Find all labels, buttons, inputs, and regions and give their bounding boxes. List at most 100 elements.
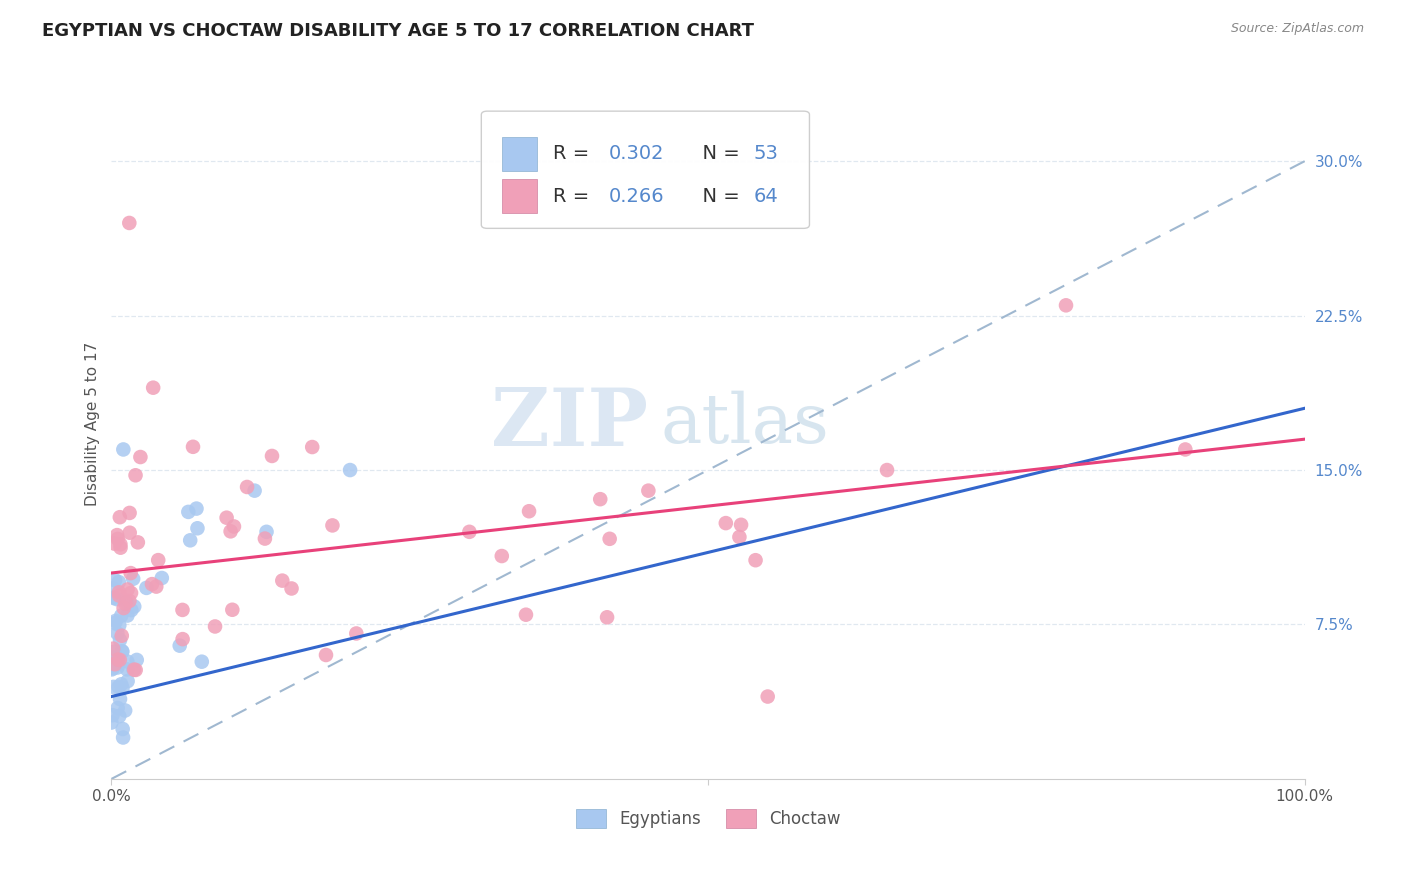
Point <box>103 536 125 550</box>
Point <box>108 585 131 599</box>
Point <box>321 518 343 533</box>
Point <box>124 468 146 483</box>
Point <box>103 645 125 659</box>
Point <box>105 626 128 640</box>
Point <box>122 663 145 677</box>
Text: ZIP: ZIP <box>491 384 648 463</box>
Point <box>145 580 167 594</box>
Point <box>112 601 135 615</box>
Point <box>107 652 129 666</box>
Point <box>110 677 132 691</box>
Point <box>730 517 752 532</box>
Point <box>1174 442 1197 457</box>
Point <box>135 581 157 595</box>
Point <box>110 541 132 555</box>
Point <box>260 449 283 463</box>
Point <box>127 535 149 549</box>
Point <box>458 524 481 539</box>
Point <box>186 521 208 535</box>
Point <box>107 680 129 694</box>
Text: R =: R = <box>553 145 595 163</box>
Point <box>215 510 238 524</box>
Point <box>150 571 173 585</box>
Point <box>204 619 226 633</box>
Point <box>117 674 139 689</box>
Point <box>108 633 131 648</box>
Text: R =: R = <box>553 187 595 206</box>
Point <box>118 216 141 230</box>
Point <box>118 525 141 540</box>
Point <box>120 603 142 617</box>
Point <box>114 703 136 717</box>
Point <box>142 381 165 395</box>
Point <box>756 690 779 704</box>
Point <box>108 575 131 590</box>
Point <box>103 641 125 656</box>
Point <box>104 614 127 628</box>
Point <box>108 692 131 706</box>
Point <box>596 610 619 624</box>
Point <box>253 532 276 546</box>
Point <box>100 662 122 676</box>
Point <box>122 663 145 677</box>
Point <box>111 644 134 658</box>
Point <box>100 715 122 730</box>
Point <box>714 516 737 530</box>
Point <box>108 709 131 723</box>
Point <box>117 655 139 669</box>
Point <box>172 603 194 617</box>
Point <box>125 653 148 667</box>
Point <box>744 553 766 567</box>
Point <box>105 528 128 542</box>
Point <box>115 595 138 609</box>
Point <box>107 701 129 715</box>
Point <box>101 582 124 596</box>
Point <box>515 607 537 622</box>
Text: EGYPTIAN VS CHOCTAW DISABILITY AGE 5 TO 17 CORRELATION CHART: EGYPTIAN VS CHOCTAW DISABILITY AGE 5 TO … <box>42 22 754 40</box>
Point <box>108 589 131 603</box>
Point <box>181 440 204 454</box>
Point <box>148 553 170 567</box>
Point <box>118 506 141 520</box>
Point <box>876 463 898 477</box>
Point <box>141 577 163 591</box>
Point <box>117 582 139 597</box>
Point <box>101 708 124 723</box>
Point <box>243 483 266 498</box>
Point <box>177 505 200 519</box>
Point <box>125 663 148 677</box>
Point <box>103 650 125 665</box>
Point <box>589 492 612 507</box>
Point <box>114 597 136 611</box>
Text: atlas: atlas <box>661 391 830 457</box>
Y-axis label: Disability Age 5 to 17: Disability Age 5 to 17 <box>86 342 100 506</box>
Point <box>222 519 245 533</box>
Point <box>104 574 127 588</box>
Point <box>112 731 135 745</box>
FancyBboxPatch shape <box>502 136 537 170</box>
Point <box>122 599 145 614</box>
Point <box>236 480 259 494</box>
Point <box>169 639 191 653</box>
Point <box>104 615 127 630</box>
Point <box>112 442 135 457</box>
Point <box>103 680 125 694</box>
Point <box>115 662 138 676</box>
Point <box>110 608 132 623</box>
Text: Source: ZipAtlas.com: Source: ZipAtlas.com <box>1230 22 1364 36</box>
Text: N =: N = <box>690 145 747 163</box>
Point <box>103 591 125 605</box>
Legend: Egyptians, Choctaw: Egyptians, Choctaw <box>569 802 848 835</box>
Point <box>219 524 242 539</box>
Point <box>101 661 124 675</box>
Text: 0.302: 0.302 <box>609 145 665 163</box>
Point <box>1054 298 1077 312</box>
Point <box>179 533 201 548</box>
Point <box>491 549 513 563</box>
Text: 53: 53 <box>754 145 779 163</box>
Point <box>129 450 152 464</box>
Point <box>108 618 131 632</box>
FancyBboxPatch shape <box>481 112 810 228</box>
Point <box>256 524 278 539</box>
Point <box>111 722 134 736</box>
